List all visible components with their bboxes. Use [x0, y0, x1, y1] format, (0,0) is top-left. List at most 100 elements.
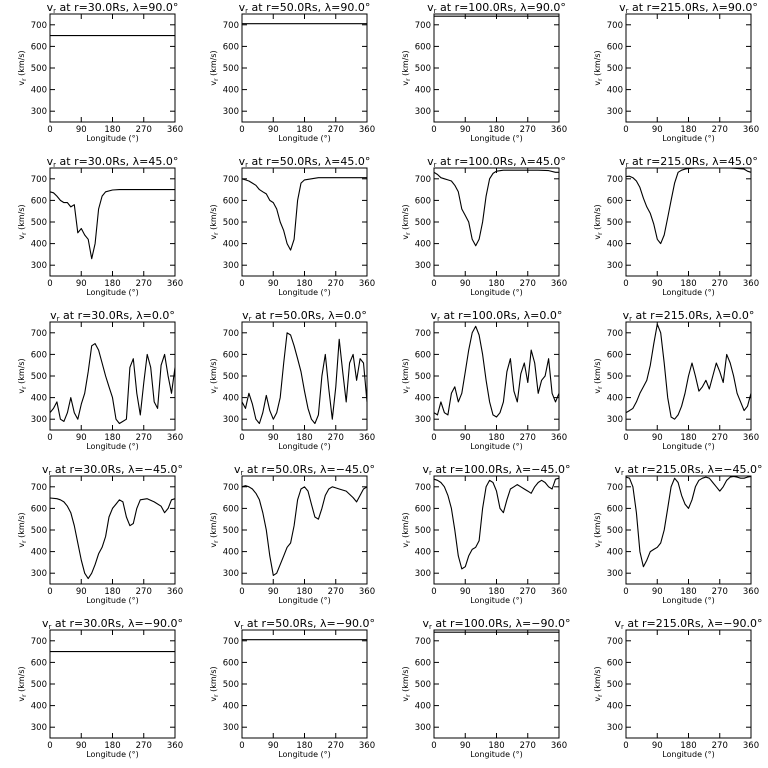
y-tick-label: 300: [223, 261, 239, 271]
y-axis-label: vr (km/s): [593, 512, 604, 547]
x-tick-label: 180: [296, 279, 312, 289]
y-tick-label: 400: [223, 394, 239, 404]
plot-frame: [625, 167, 752, 277]
y-tick-label: 300: [607, 723, 623, 733]
x-tick-label: 180: [680, 279, 696, 289]
y-tick-label: 700: [415, 21, 431, 31]
speed-series-line: [49, 343, 176, 425]
x-tick-label: 360: [743, 741, 759, 751]
panel-title: vr at r=215.0Rs, λ=90.0°: [619, 1, 758, 15]
x-tick-label: 270: [520, 741, 536, 751]
x-tick-label: 180: [680, 125, 696, 135]
x-tick-label: 0: [623, 279, 628, 289]
panel-title: vr at r=30.0Rs, λ=90.0°: [47, 1, 179, 15]
x-tick-label: 270: [712, 279, 728, 289]
y-tick-label: 500: [607, 64, 623, 74]
y-tick-label: 700: [31, 483, 47, 493]
x-tick-label: 270: [136, 433, 152, 443]
y-tick-label: 600: [415, 350, 431, 360]
x-tick-label: 90: [652, 587, 663, 597]
x-axis-label: Longitude (°): [662, 442, 715, 451]
x-tick-label: 270: [136, 279, 152, 289]
y-axis-label: vr (km/s): [17, 50, 28, 85]
x-axis-label: Longitude (°): [662, 288, 715, 297]
x-tick-label: 360: [551, 433, 567, 443]
x-tick-label: 360: [743, 587, 759, 597]
y-tick-label: 300: [31, 723, 47, 733]
plot-frame: [241, 167, 368, 277]
plot-frame: [625, 475, 752, 585]
y-axis-label: vr (km/s): [593, 50, 604, 85]
y-tick-label: 400: [607, 548, 623, 558]
y-axis-label: vr (km/s): [209, 204, 220, 239]
x-tick-label: 90: [268, 741, 279, 751]
panel-title: vr at r=215.0Rs, λ=0.0°: [623, 309, 755, 323]
y-tick-label: 500: [415, 218, 431, 228]
x-tick-label: 90: [268, 433, 279, 443]
y-axis-label: vr (km/s): [401, 50, 412, 85]
y-tick-label: 700: [223, 175, 239, 185]
y-axis-label: vr (km/s): [209, 666, 220, 701]
x-tick-label: 90: [460, 433, 471, 443]
plot-frame: [625, 629, 752, 739]
y-tick-label: 500: [31, 64, 47, 74]
x-tick-label: 360: [167, 279, 183, 289]
y-tick-label: 700: [415, 329, 431, 339]
speed-series-line: [241, 332, 368, 425]
y-tick-label: 400: [415, 394, 431, 404]
x-axis-label: Longitude (°): [278, 288, 331, 297]
x-tick-label: 360: [743, 279, 759, 289]
y-tick-label: 300: [415, 415, 431, 425]
panel-title: vr at r=30.0Rs, λ=0.0°: [50, 309, 175, 323]
x-tick-label: 270: [136, 741, 152, 751]
x-tick-label: 180: [104, 125, 120, 135]
x-tick-label: 0: [47, 125, 52, 135]
y-tick-label: 700: [31, 21, 47, 31]
x-tick-label: 180: [488, 741, 504, 751]
y-tick-label: 700: [31, 637, 47, 647]
y-tick-label: 300: [223, 569, 239, 579]
y-tick-label: 300: [31, 107, 47, 117]
y-tick-label: 500: [223, 526, 239, 536]
panel-3: vr at r=215.0Rs, λ=90.0° 0 90 180 270 360 300 4…: [593, 1, 759, 143]
y-tick-label: 700: [223, 329, 239, 339]
y-tick-label: 300: [607, 415, 623, 425]
x-tick-label: 180: [488, 433, 504, 443]
y-tick-label: 600: [607, 658, 623, 668]
panel-19: vr at r=215.0Rs, λ=−90.0° 0 90 180 270 360 300…: [593, 617, 763, 759]
panel-0: vr at r=30.0Rs, λ=90.0° 0 90 180 270 360 300 40…: [17, 1, 183, 143]
x-tick-label: 0: [623, 125, 628, 135]
y-tick-label: 600: [607, 196, 623, 206]
x-tick-label: 0: [47, 741, 52, 751]
x-tick-label: 0: [239, 433, 244, 443]
x-tick-label: 270: [520, 125, 536, 135]
x-tick-label: 90: [460, 125, 471, 135]
panel-title: vr at r=50.0Rs, λ=0.0°: [242, 309, 367, 323]
y-tick-label: 300: [31, 261, 47, 271]
panel-7: vr at r=215.0Rs, λ=45.0° 0 90 180 270 360 300 4…: [593, 155, 759, 297]
y-axis-label: vr (km/s): [593, 666, 604, 701]
x-tick-label: 270: [712, 741, 728, 751]
x-tick-label: 270: [712, 433, 728, 443]
panel-11: vr at r=215.0Rs, λ=0.0° 0 90 180 270 360 300 40…: [593, 309, 759, 451]
panel-2: vr at r=100.0Rs, λ=90.0° 0 90 180 270 360 300 4…: [401, 1, 567, 143]
x-tick-label: 360: [551, 741, 567, 751]
y-tick-label: 700: [31, 329, 47, 339]
x-tick-label: 360: [743, 433, 759, 443]
panel-title: vr at r=100.0Rs, λ=−45.0°: [423, 463, 571, 477]
plot-frame: [49, 321, 176, 431]
y-tick-label: 700: [607, 483, 623, 493]
y-tick-label: 300: [415, 569, 431, 579]
panel-title: vr at r=215.0Rs, λ=−90.0°: [615, 617, 763, 631]
speed-series-line: [49, 497, 176, 580]
plot-frame: [433, 629, 560, 739]
y-tick-label: 400: [31, 394, 47, 404]
panel-16: vr at r=30.0Rs, λ=−90.0° 0 90 180 270 360 300 4…: [17, 617, 183, 759]
y-tick-label: 300: [415, 261, 431, 271]
plot-frame: [433, 13, 560, 123]
x-tick-label: 180: [296, 587, 312, 597]
panel-title: vr at r=100.0Rs, λ=90.0°: [427, 1, 566, 15]
speed-series-line: [433, 477, 560, 570]
panel-9: vr at r=50.0Rs, λ=0.0° 0 90 180 270 360 300 400…: [209, 309, 375, 451]
